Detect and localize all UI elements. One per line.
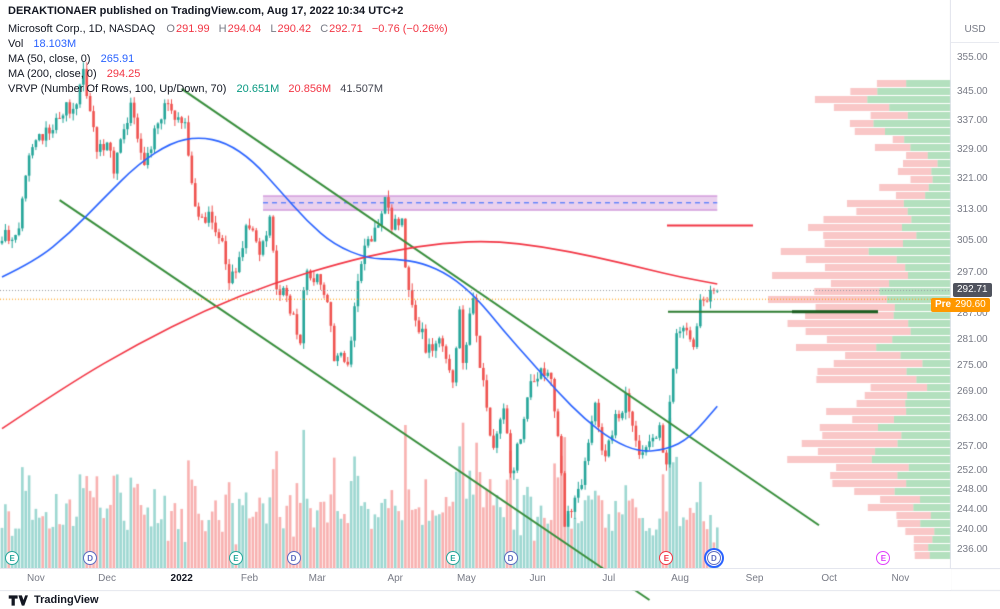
price-axis-label: 281.00 bbox=[957, 333, 988, 345]
ma200-indicator-value: 294.25 bbox=[106, 68, 141, 80]
price-axis-label: 269.00 bbox=[957, 386, 988, 398]
time-axis-label: Nov bbox=[26, 573, 45, 584]
earnings-marker[interactable]: E bbox=[876, 551, 891, 565]
ma200-indicator-label[interactable]: MA (200, close, 0) bbox=[8, 68, 97, 80]
vrvp-up-value: 20.651M bbox=[236, 83, 280, 95]
legend: Microsoft Corp., 1D, NASDAQ O291.99 H294… bbox=[8, 22, 448, 97]
price-axis-label: 244.00 bbox=[957, 503, 988, 515]
time-axis[interactable]: Nov Dec 2022 Feb Mar Apr May Jun Jul Aug Sep Oct Nov bbox=[0, 569, 951, 590]
open-label: O bbox=[166, 23, 175, 35]
price-axis-label: 248.00 bbox=[957, 484, 988, 496]
time-axis-label: Dec bbox=[98, 573, 116, 584]
volume-indicator-row[interactable]: Vol 18.103M bbox=[8, 37, 448, 52]
price-axis-label: 287.00 bbox=[957, 308, 988, 320]
price-axis-label: 252.00 bbox=[957, 464, 988, 476]
dividend-marker[interactable]: D bbox=[503, 551, 518, 565]
ma50-indicator-label[interactable]: MA (50, close, 0) bbox=[8, 53, 91, 65]
ma50-indicator-row[interactable]: MA (50, close, 0) 265.91 bbox=[8, 52, 448, 67]
high-label: H bbox=[218, 23, 227, 35]
vrvp-down-value: 20.856M bbox=[288, 83, 332, 95]
price-axis-label: 321.00 bbox=[957, 173, 988, 185]
premarket-value: 290.60 bbox=[955, 298, 986, 310]
vrvp-indicator-row[interactable]: VRVP (Number Of Rows, 100, Up/Down, 70) … bbox=[8, 82, 448, 97]
earnings-marker[interactable]: E bbox=[445, 551, 460, 565]
publish-header: DERAKTIONAER published on TradingView.co… bbox=[8, 5, 404, 17]
volume-indicator-label[interactable]: Vol bbox=[8, 38, 24, 50]
time-axis-label: Feb bbox=[240, 573, 259, 584]
time-axis-label: Sep bbox=[745, 573, 764, 584]
price-axis-label: 236.00 bbox=[957, 544, 988, 555]
dividend-marker[interactable]: D bbox=[706, 551, 721, 565]
price-axis-label: 337.00 bbox=[957, 114, 988, 126]
open-value: 291.99 bbox=[175, 23, 210, 35]
price-axis-currency[interactable]: USD bbox=[951, 24, 999, 43]
price-axis-label: 257.00 bbox=[957, 441, 988, 453]
time-axis-label: Jul bbox=[602, 573, 616, 584]
price-axis-label: 355.00 bbox=[957, 52, 988, 63]
low-label: L bbox=[270, 23, 277, 35]
close-value: 292.71 bbox=[329, 23, 363, 35]
time-axis-label: Mar bbox=[308, 573, 326, 584]
price-axis-label: 345.00 bbox=[957, 86, 988, 98]
tradingview-logo[interactable] bbox=[8, 594, 28, 607]
earnings-marker[interactable]: E bbox=[659, 551, 674, 565]
premarket-label: Pre bbox=[935, 298, 952, 310]
ma200-indicator-row[interactable]: MA (200, close, 0) 294.25 bbox=[8, 67, 448, 82]
time-axis-label: Nov bbox=[891, 573, 910, 584]
volume-indicator-value: 18.103M bbox=[33, 38, 77, 50]
price-axis-label: 263.00 bbox=[957, 413, 988, 425]
time-axis-label: Aug bbox=[671, 573, 689, 584]
dividend-marker[interactable]: D bbox=[83, 551, 98, 565]
last-price-badge: 292.71 bbox=[953, 283, 992, 298]
time-axis-label: May bbox=[456, 573, 476, 584]
price-axis-label: 297.00 bbox=[957, 266, 988, 278]
footer: TradingView bbox=[8, 592, 99, 608]
close-label: C bbox=[320, 23, 329, 35]
vrvp-indicator-label[interactable]: VRVP (Number Of Rows, 100, Up/Down, 70) bbox=[8, 83, 227, 95]
ma50-indicator-value: 265.91 bbox=[100, 53, 135, 65]
vrvp-total-value: 41.507M bbox=[340, 83, 384, 95]
change-value: −0.76 (−0.26%) bbox=[371, 23, 448, 35]
price-axis-label: 329.00 bbox=[957, 143, 988, 155]
price-axis-label: 240.00 bbox=[957, 523, 988, 535]
low-value: 290.42 bbox=[277, 23, 312, 35]
symbol-title[interactable]: Microsoft Corp., 1D, NASDAQ bbox=[8, 23, 156, 35]
time-axis-label: Jun bbox=[529, 573, 546, 584]
time-axis-label: Oct bbox=[821, 573, 837, 584]
premarket-price-badge: Pre 290.60 bbox=[931, 297, 990, 312]
earnings-marker[interactable]: E bbox=[5, 551, 20, 565]
price-axis-label: 275.00 bbox=[957, 359, 988, 371]
time-axis-label: Apr bbox=[387, 573, 404, 584]
footer-brand[interactable]: TradingView bbox=[34, 594, 99, 606]
dividend-marker[interactable]: D bbox=[286, 551, 301, 565]
high-value: 294.04 bbox=[227, 23, 262, 35]
symbol-ohlc-row[interactable]: Microsoft Corp., 1D, NASDAQ O291.99 H294… bbox=[8, 22, 448, 37]
price-axis-label: 305.00 bbox=[957, 234, 988, 246]
price-axis-label: 313.00 bbox=[957, 203, 988, 215]
time-axis-label: 2022 bbox=[170, 573, 193, 584]
earnings-marker[interactable]: E bbox=[228, 551, 243, 565]
